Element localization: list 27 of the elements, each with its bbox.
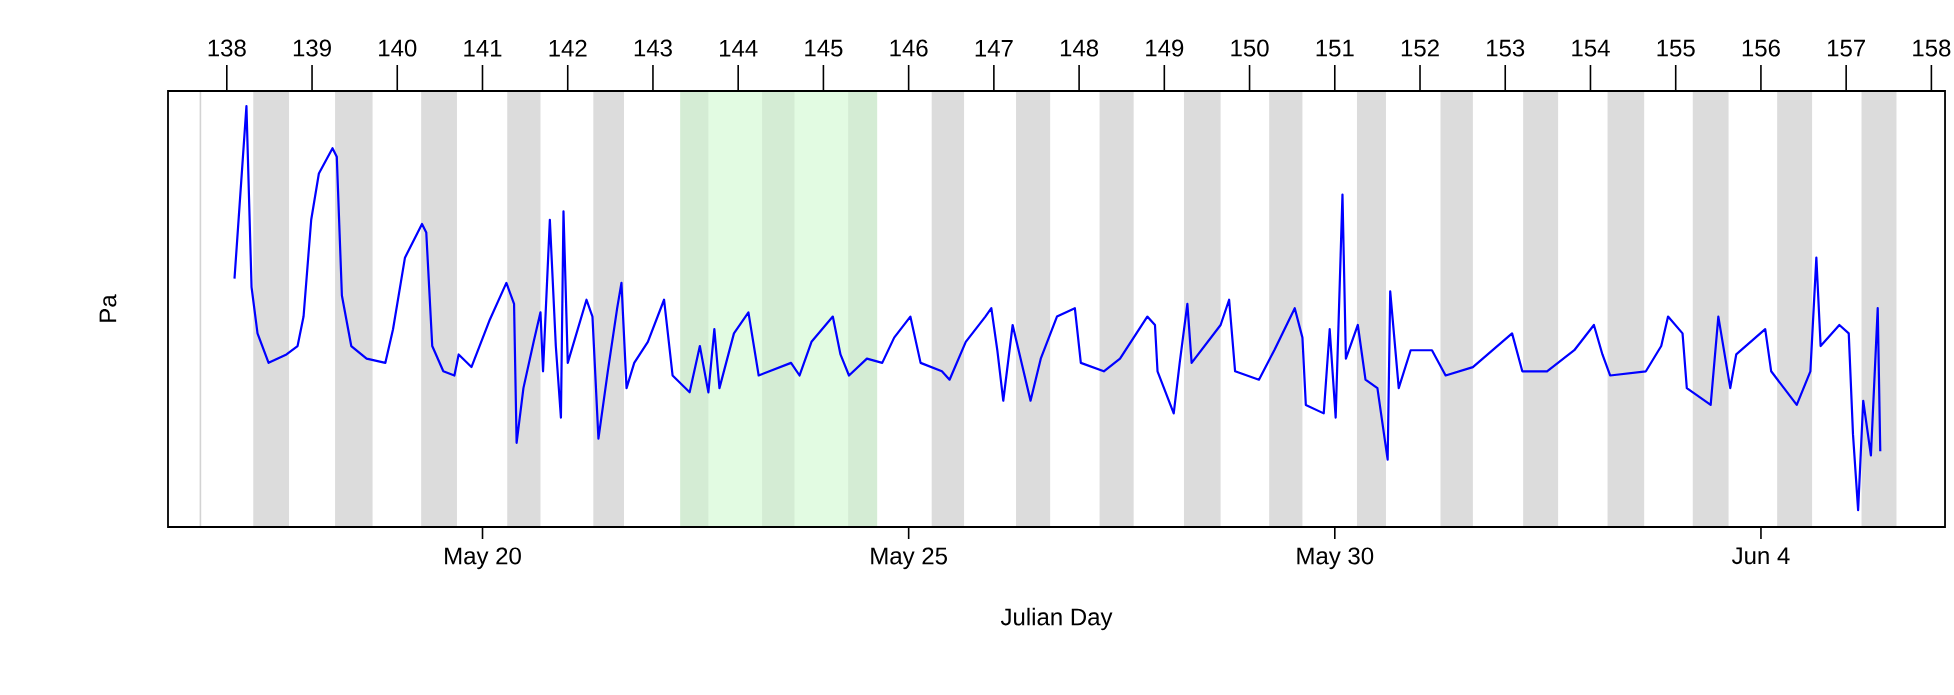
x-tick-label: 150	[1231, 39, 1269, 57]
x-tick-label: 143	[634, 39, 672, 57]
x-tick-label: 147	[975, 40, 1013, 57]
y-axis-title: Pa	[99, 294, 117, 322]
x-tick-label: 138	[208, 39, 246, 57]
x2-tick-label: May 25	[871, 547, 947, 570]
x-tick-label: 142	[549, 39, 587, 57]
x-tick-label: 139	[293, 39, 331, 57]
x-tick-label: 141	[464, 40, 502, 57]
x-tick-label: 151	[1316, 39, 1354, 57]
x-tick-label: 149	[1146, 39, 1184, 57]
x2-tick-label: May 20	[445, 547, 521, 570]
x-axis-title: Julian Day	[1000, 607, 1113, 631]
x-tick-label: 145	[805, 39, 843, 57]
x-tick-label: 157	[1827, 39, 1865, 57]
x-tick-label: 152	[1401, 39, 1439, 57]
x-tick-label: 146	[890, 39, 928, 57]
x-tick-label: 158	[1913, 39, 1951, 57]
x-tick-label: 156	[1742, 39, 1780, 57]
x-tick-label: 148	[1060, 39, 1099, 57]
x-tick-label: 155	[1657, 39, 1695, 57]
x-tick-label: 153	[1487, 39, 1525, 57]
x-tick-label: 154	[1572, 39, 1610, 57]
x2-tick-label: May 30	[1297, 547, 1374, 570]
x2-tick-label: Jun 4	[1731, 547, 1790, 565]
x-tick-label: 140	[379, 39, 417, 57]
x-tick-label: 144	[720, 40, 758, 57]
